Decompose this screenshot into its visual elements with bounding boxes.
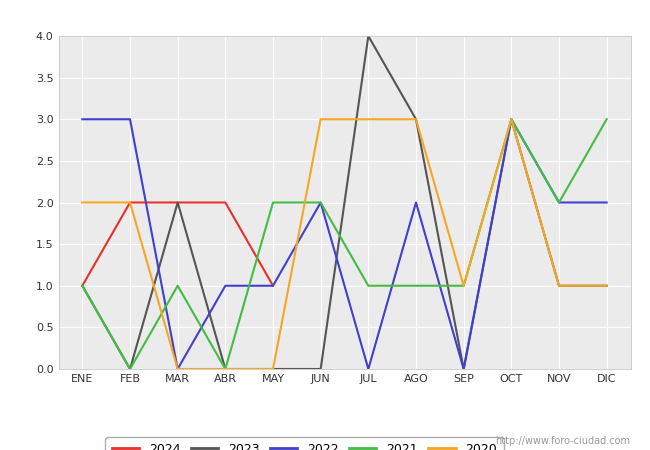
- 2020: [412, 117, 420, 122]
- 2023: [555, 283, 563, 288]
- Line: 2024: 2024: [83, 202, 273, 286]
- 2021: [126, 366, 134, 372]
- 2021: [222, 366, 229, 372]
- 2022: [603, 200, 610, 205]
- 2023: [603, 283, 610, 288]
- Text: Matriculaciones de Vehiculos en Vilabella: Matriculaciones de Vehiculos en Vilabell…: [154, 10, 496, 28]
- 2020: [317, 117, 324, 122]
- Line: 2023: 2023: [83, 36, 606, 369]
- 2020: [603, 283, 610, 288]
- 2020: [460, 283, 467, 288]
- 2020: [174, 366, 181, 372]
- 2021: [412, 283, 420, 288]
- Line: 2022: 2022: [83, 119, 606, 369]
- 2020: [365, 117, 372, 122]
- 2022: [174, 366, 181, 372]
- 2021: [269, 200, 277, 205]
- 2023: [460, 366, 467, 372]
- Text: http://www.foro-ciudad.com: http://www.foro-ciudad.com: [495, 436, 630, 446]
- 2024: [126, 200, 134, 205]
- 2022: [222, 283, 229, 288]
- Line: 2021: 2021: [83, 119, 606, 369]
- 2024: [174, 200, 181, 205]
- Legend: 2024, 2023, 2022, 2021, 2020: 2024, 2023, 2022, 2021, 2020: [105, 437, 504, 450]
- 2023: [317, 366, 324, 372]
- 2021: [603, 117, 610, 122]
- 2022: [555, 200, 563, 205]
- 2022: [412, 200, 420, 205]
- 2021: [174, 283, 181, 288]
- 2023: [174, 200, 181, 205]
- 2021: [317, 200, 324, 205]
- 2020: [555, 283, 563, 288]
- 2024: [222, 200, 229, 205]
- 2020: [126, 200, 134, 205]
- 2020: [222, 366, 229, 372]
- 2022: [126, 117, 134, 122]
- 2023: [269, 366, 277, 372]
- 2022: [508, 117, 515, 122]
- 2022: [79, 117, 86, 122]
- 2021: [79, 283, 86, 288]
- 2020: [508, 117, 515, 122]
- 2022: [269, 283, 277, 288]
- 2024: [79, 283, 86, 288]
- 2023: [126, 366, 134, 372]
- 2023: [412, 117, 420, 122]
- 2022: [365, 366, 372, 372]
- 2023: [79, 283, 86, 288]
- 2022: [460, 366, 467, 372]
- 2023: [508, 117, 515, 122]
- 2023: [365, 33, 372, 39]
- Line: 2020: 2020: [83, 119, 606, 369]
- 2024: [269, 283, 277, 288]
- 2021: [555, 200, 563, 205]
- 2021: [460, 283, 467, 288]
- 2023: [222, 366, 229, 372]
- 2020: [269, 366, 277, 372]
- 2020: [79, 200, 86, 205]
- 2022: [317, 200, 324, 205]
- 2021: [365, 283, 372, 288]
- 2021: [508, 117, 515, 122]
